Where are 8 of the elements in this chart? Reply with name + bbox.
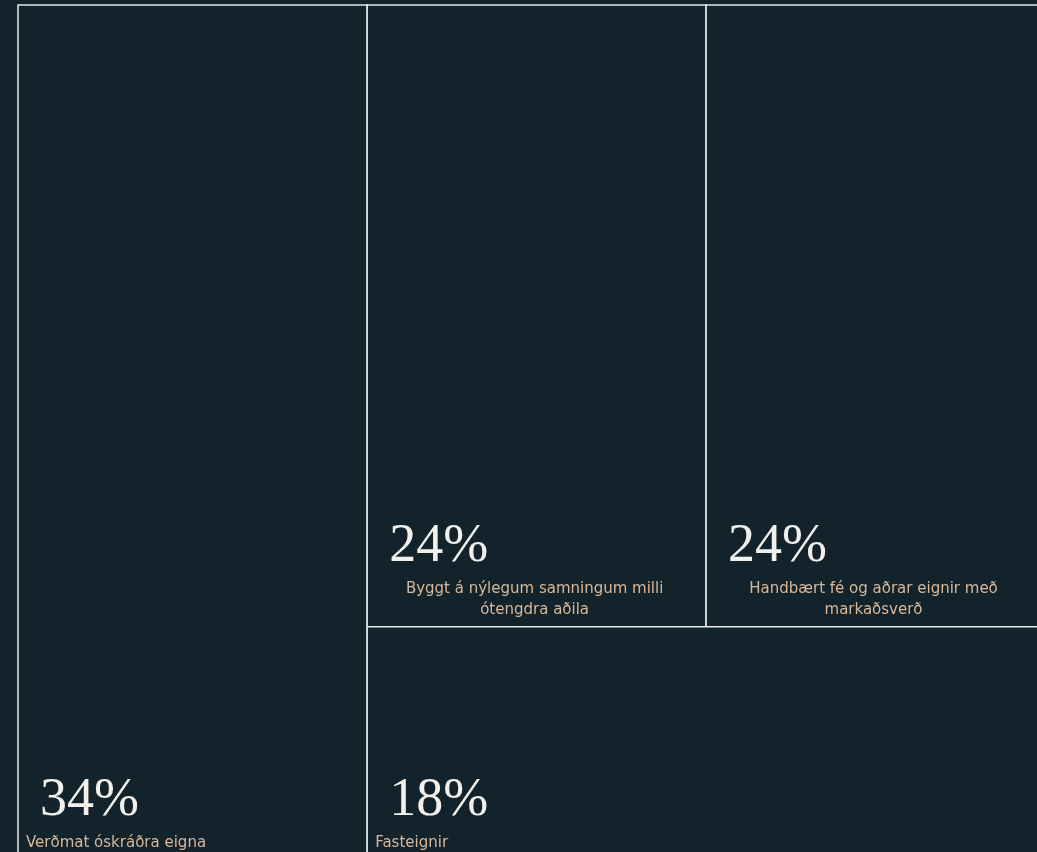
category-label: Byggt á nýlegum samningum milli ótengdra aðila [404, 578, 665, 619]
data-label: 34% [39, 766, 139, 827]
data-label: 24% [727, 513, 828, 574]
category-label: Handbært fé og aðrar eignir með markaðsverð [748, 578, 999, 619]
data-label: 24% [388, 513, 489, 574]
category-label: Fasteignir [375, 831, 449, 852]
category-label: Verðmat óskráðra eigna [26, 831, 207, 852]
data-label: 18% [388, 766, 489, 827]
